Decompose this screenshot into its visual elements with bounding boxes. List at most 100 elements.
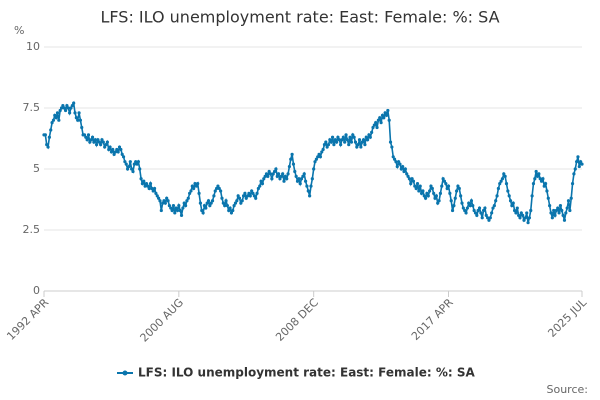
point [444,182,448,186]
point [198,201,203,205]
point [355,145,359,149]
y-tick-label: 5 [33,162,40,175]
point [108,145,112,149]
point [105,140,109,144]
point [360,140,364,144]
point [432,191,436,195]
point [465,206,469,210]
point [484,213,488,217]
point [455,189,459,193]
point [359,145,363,149]
point [128,160,132,164]
point [415,182,420,186]
point [72,101,76,105]
point [270,177,274,181]
point [438,191,443,195]
point [450,208,455,213]
point [317,152,321,156]
point [405,172,409,176]
point [204,206,208,210]
point [82,133,87,137]
point [85,138,89,142]
point [348,135,352,139]
point [502,172,506,176]
point [374,121,378,125]
point [70,103,74,108]
x-tick-label: 2008 DEC [273,296,321,344]
point [514,211,518,215]
point [341,135,345,139]
point [384,113,389,117]
point [363,143,367,147]
point [201,211,205,215]
point [246,194,250,198]
point [58,108,62,113]
point [298,182,302,186]
point [510,204,514,208]
point [461,206,465,210]
point [459,194,463,198]
point [194,184,198,188]
point [290,152,294,156]
point [518,216,522,220]
point [318,155,323,159]
point [43,133,47,137]
point [392,157,397,161]
point [289,157,293,161]
point [561,213,565,217]
point [302,172,306,176]
point [169,206,173,210]
point [219,189,223,193]
point [76,118,80,122]
point [62,106,66,110]
point [407,177,412,181]
point [394,160,398,164]
point [107,147,111,152]
point [224,199,228,203]
point [97,140,101,144]
point [193,182,197,186]
point [477,206,482,210]
point [161,201,165,205]
point [446,184,451,188]
point [353,140,358,144]
point [492,204,496,208]
source: Source: [547,383,589,396]
legend-marker [122,370,128,376]
point [309,184,313,188]
x-tick-label: 1992 APR [4,296,51,343]
point [434,194,438,198]
point [259,179,263,183]
point [395,164,399,169]
point [380,113,385,117]
point [411,179,416,183]
point [475,213,479,217]
point [109,150,114,154]
point [243,191,247,195]
point [357,138,362,142]
point [445,186,449,191]
point [537,172,541,176]
point [442,179,447,183]
point [379,121,383,125]
point [192,186,196,191]
point [423,196,428,200]
point [286,172,290,176]
point [481,208,486,213]
point [531,182,536,186]
point [113,150,118,154]
point [480,216,484,220]
point [278,177,282,181]
point [117,145,122,149]
point [251,191,255,195]
point [402,169,406,174]
point [250,189,254,193]
point [175,208,180,213]
point [529,208,533,213]
point [372,123,376,127]
point [220,196,224,200]
point [165,196,169,200]
point [391,155,395,159]
point [170,208,174,213]
point [351,133,355,137]
